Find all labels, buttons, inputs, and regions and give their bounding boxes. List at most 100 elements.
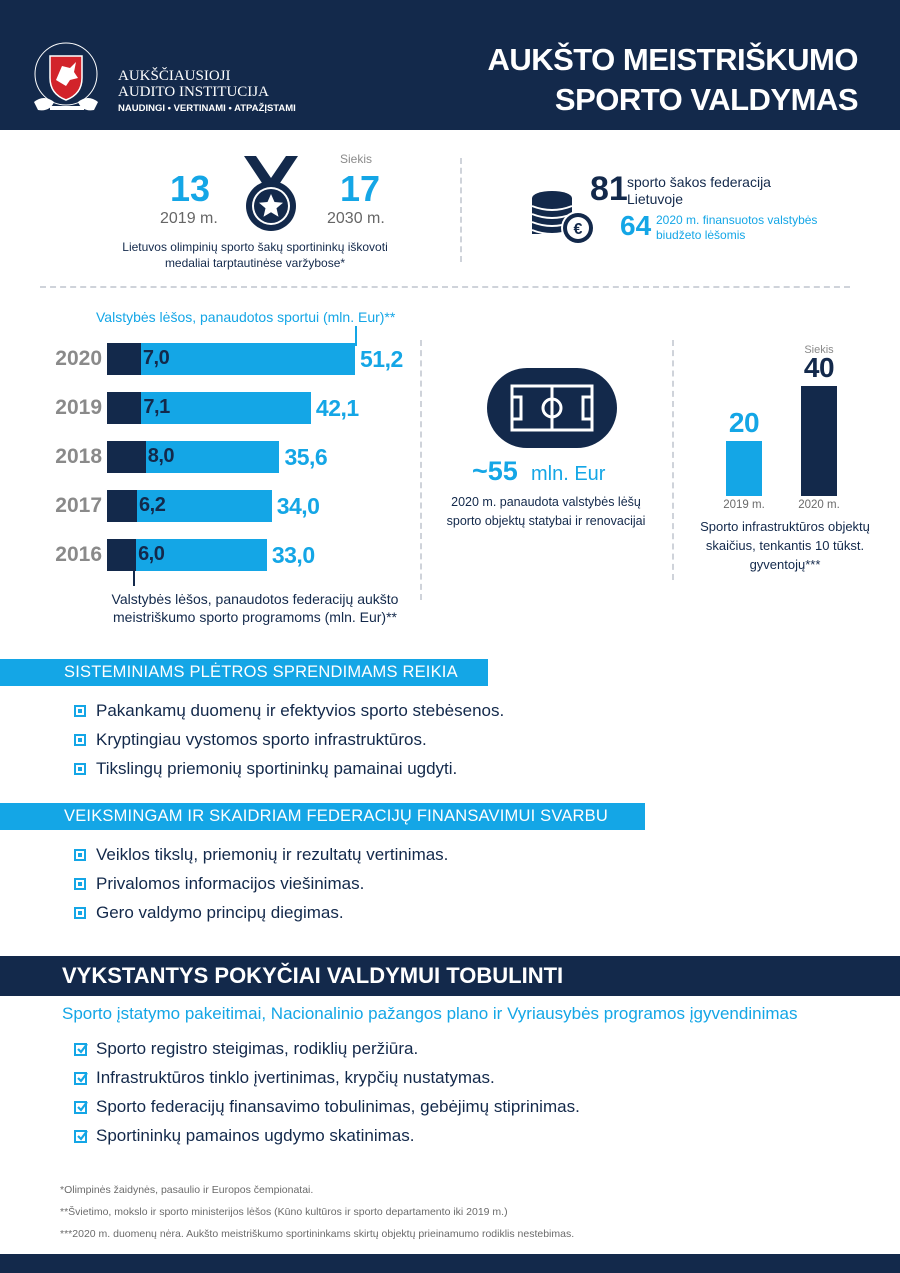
federation-bar xyxy=(107,490,138,522)
infra-year-label: 2020 m. xyxy=(798,499,840,511)
medal-icon xyxy=(244,156,298,231)
divider-vertical-2 xyxy=(420,340,422,600)
federation-bar xyxy=(107,441,146,473)
list-item-text: Sporto registro steigimas, rodiklių perž… xyxy=(96,1039,419,1058)
stadium-caption-2: sporto objektų statybai ir renovacijai xyxy=(446,514,646,528)
title-line-1: AUKŠTO MEISTRIŠKUMO xyxy=(487,42,858,77)
list-item: Tikslingų priemonių sportininkų pamainai… xyxy=(74,754,504,783)
federation-value-label: 7,1 xyxy=(143,396,170,418)
infra-year-label: 2019 m. xyxy=(723,499,765,511)
divider-horizontal xyxy=(40,286,850,288)
title-line-2: SPORTO VALDYMAS xyxy=(554,82,859,117)
list-item: Veiklos tikslų, priemonių ir rezultatų v… xyxy=(74,840,448,869)
subtitle-pointer xyxy=(133,570,135,586)
total-value-label: 34,0 xyxy=(276,493,320,519)
state-funds-bar-chart: 2020 7,0 51,2 2019 7,1 42,1 2018 8,0 35,6 2017 6,2… xyxy=(55,343,403,571)
list-item-text: Veiklos tikslų, priemonių ir rezultatų v… xyxy=(96,845,449,864)
checkbox-icon xyxy=(74,762,86,775)
coins-euro-icon: € xyxy=(531,191,595,245)
divider-vertical xyxy=(460,158,462,262)
checkbox-icon xyxy=(74,906,86,919)
section2-list: Veiklos tikslų, priemonių ir rezultatų v… xyxy=(74,840,448,927)
list-item-text: Tikslingų priemonių sportininkų pamainai… xyxy=(96,759,458,778)
federations-funded-label: 2020 m. finansuotos valstybės biudžeto l… xyxy=(656,213,817,243)
federations-count-label-1: sporto šakos federacija xyxy=(627,174,771,190)
medals-target-label: Siekis xyxy=(340,152,373,166)
checkmark-icon xyxy=(74,1129,88,1143)
total-value-label: 33,0 xyxy=(271,542,315,568)
checkbox-icon xyxy=(74,733,86,746)
stadium-unit: mln. Eur xyxy=(531,463,606,485)
federation-value-label: 6,0 xyxy=(138,543,165,565)
list-item: Sporto registro steigimas, rodiklių perž… xyxy=(74,1034,580,1063)
list-item: Sportininkų pamainos ugdymo skatinimas. xyxy=(74,1121,580,1150)
checkbox-icon xyxy=(74,704,86,717)
logo-text: AUKŠČIAUSIOJI AUDITO INSTITUCIJA xyxy=(118,68,269,100)
federations-count-label-2: Lietuvoje xyxy=(627,191,684,207)
infra-caption: Sporto infrastruktūros objektų skaičius,… xyxy=(700,519,870,572)
checkmark-icon xyxy=(74,1100,88,1114)
stadium-caption: 2020 m. panaudota valstybės lėšų sporto … xyxy=(426,493,666,531)
infra-value-label: 20 xyxy=(728,407,760,438)
infra-value-label: 40 xyxy=(803,352,835,383)
total-value-label: 35,6 xyxy=(284,444,328,470)
list-item: Sporto federacijų finansavimo tobulinima… xyxy=(74,1092,580,1121)
list-item: Gero valdymo principų diegimas. xyxy=(74,898,448,927)
list-item-text: Sporto federacijų finansavimo tobulinima… xyxy=(96,1097,580,1116)
list-item-text: Sportininkų pamainos ugdymo skatinimas. xyxy=(96,1126,415,1145)
list-item: Infrastruktūros tinklo įvertinimas, kryp… xyxy=(74,1063,580,1092)
list-item: Pakankamų duomenų ir efektyvios sporto s… xyxy=(74,696,504,725)
year-label: 2016 xyxy=(55,543,102,566)
medals-2030-label: 2030 m. xyxy=(327,210,385,227)
total-value-label: 42,1 xyxy=(315,395,359,421)
logo-line-1: AUKŠČIAUSIOJI xyxy=(118,68,231,84)
header-bar xyxy=(0,0,900,130)
section3-banner: VYKSTANTYS POKYČIAI VALDYMUI TOBULINTI xyxy=(0,956,900,996)
federations-count: 81 xyxy=(590,170,628,208)
list-item-text: Gero valdymo principų diegimas. xyxy=(96,903,344,922)
chart-subtitle: Valstybės lėšos, panaudotos federacijų a… xyxy=(111,591,399,625)
federations-funded-label-2: biudžeto lėšomis xyxy=(656,228,746,242)
list-item-text: Kryptingiau vystomos sporto infrastruktū… xyxy=(96,730,427,749)
infrastructure-bar-chart: 20 2019 m. 40 2020 m. Siekis xyxy=(723,344,840,511)
infra-target-label: Siekis xyxy=(804,344,834,356)
federation-value-label: 8,0 xyxy=(147,445,175,467)
divider-vertical-3 xyxy=(672,340,674,580)
footnote-1: *Olimpinės žaidynės, pasaulio ir Europos… xyxy=(60,1184,314,1196)
list-item: Privalomos informacijos viešinimas. xyxy=(74,869,448,898)
list-item: Kryptingiau vystomos sporto infrastruktū… xyxy=(74,725,504,754)
federation-bar xyxy=(107,392,142,424)
checkbox-icon xyxy=(74,877,86,890)
total-bar xyxy=(107,343,355,375)
footnote-3: ***2020 m. duomenų nėra. Aukšto meistriš… xyxy=(60,1228,575,1240)
section1-banner: SISTEMINIAMS PLĖTROS SPRENDIMAMS REIKIA xyxy=(0,659,488,686)
checkmark-icon xyxy=(74,1042,88,1056)
stadium-caption-1: 2020 m. panaudota valstybės lėšų xyxy=(451,495,641,509)
year-label: 2017 xyxy=(55,494,102,517)
list-item-text: Privalomos informacijos viešinimas. xyxy=(96,874,365,893)
federation-value-label: 6,2 xyxy=(139,494,166,516)
checkbox-icon xyxy=(74,848,86,861)
section3-subtitle: Sporto įstatymo pakeitimai, Nacionalinio… xyxy=(62,1004,798,1023)
footer-bar xyxy=(0,1254,900,1273)
federation-bar xyxy=(107,343,141,375)
medals-2019-label: 2019 m. xyxy=(160,210,218,227)
federations-funded: 64 xyxy=(620,210,652,241)
stadium-value: ~55 xyxy=(472,456,518,486)
page-title: AUKŠTO MEISTRIŠKUMO SPORTO VALDYMAS xyxy=(487,40,858,120)
year-label: 2019 xyxy=(55,396,102,419)
federations-count-label: sporto šakos federacija Lietuvoje xyxy=(627,174,771,208)
checkmark-icon xyxy=(74,1071,88,1085)
list-item-text: Infrastruktūros tinklo įvertinimas, kryp… xyxy=(96,1068,495,1087)
year-label: 2018 xyxy=(55,445,102,468)
year-label: 2020 xyxy=(55,347,102,370)
list-item-text: Pakankamų duomenų ir efektyvios sporto s… xyxy=(96,701,505,720)
infra-bar xyxy=(726,441,762,496)
federations-funded-label-1: 2020 m. finansuotos valstybės xyxy=(656,213,818,227)
section1-list: Pakankamų duomenų ir efektyvios sporto s… xyxy=(74,696,504,783)
logo-line-2: AUDITO INSTITUCIJA xyxy=(118,84,269,100)
chart-title: Valstybės lėšos, panaudotos sportui (mln… xyxy=(96,309,396,325)
medals-2019-value: 13 xyxy=(170,168,211,209)
title-pointer xyxy=(355,326,357,346)
stadium-icon xyxy=(487,368,617,448)
